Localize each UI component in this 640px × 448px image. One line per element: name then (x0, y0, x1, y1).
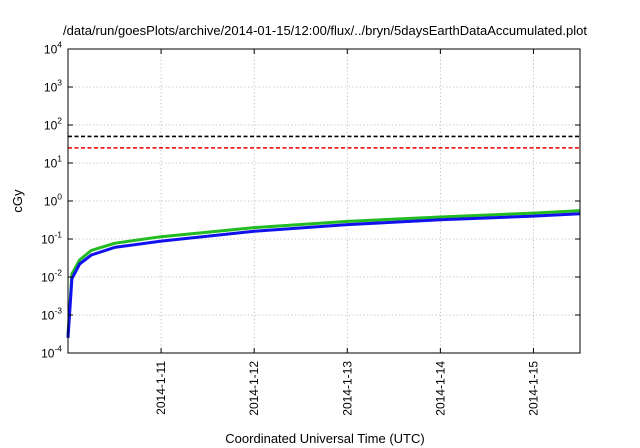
y-tick-label: 102 (44, 116, 62, 133)
x-tick-label: 2014-1-13 (340, 361, 354, 416)
grid (68, 48, 580, 354)
x-tick-label: 2014-1-12 (247, 361, 261, 416)
y-tick-label: 101 (44, 154, 62, 171)
series-line (66, 209, 581, 335)
x-tick-label: 2014-1-11 (154, 361, 168, 415)
y-tick-label: 10-1 (41, 230, 62, 247)
x-tick-label: 2014-1-14 (433, 361, 447, 416)
series-line (66, 212, 581, 338)
y-tick-label: 103 (44, 78, 62, 95)
y-axis-label: cGy (10, 189, 25, 213)
x-tick-labels: 2014-1-11 2014-1-12 2014-1-13 2014-1-14 2014… (154, 49, 540, 416)
y-tick-label: 104 (44, 40, 62, 57)
chart-title: /data/run/goesPlots/archive/2014-01-15/1… (63, 23, 587, 38)
x-tick-label: 2014-1-15 (526, 361, 540, 416)
y-tick-label: 10-2 (41, 268, 62, 285)
series-group (66, 209, 581, 338)
reference-lines (68, 135, 580, 149)
y-tick-labels: 10-4 10-3 10-2 10-1 100 101 102 103 104 (41, 40, 580, 361)
y-tick-label: 10-3 (41, 306, 62, 323)
y-tick-label: 10-4 (41, 344, 62, 361)
x-axis-label: Coordinated Universal Time (UTC) (225, 431, 424, 446)
y-tick-label: 100 (44, 192, 62, 209)
